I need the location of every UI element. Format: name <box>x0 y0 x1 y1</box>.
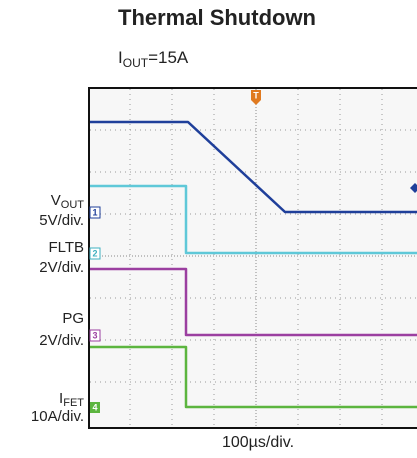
channel-4: 4 IFET 10A/div. <box>31 390 100 425</box>
channel-number: 1 <box>92 207 97 217</box>
name-sub: OUT <box>61 199 85 211</box>
channel-marker <box>89 206 101 219</box>
trigger-icon <box>251 90 261 105</box>
title: Thermal Shutdown <box>118 5 316 30</box>
condition: IOUT=15A <box>118 48 189 70</box>
channel-marker <box>89 247 101 260</box>
condition-main: I <box>118 48 123 67</box>
channel-marker <box>90 402 100 413</box>
name-sub: FET <box>63 397 84 409</box>
channel-scale: 10A/div. <box>31 408 84 425</box>
trace-fltb <box>90 184 417 255</box>
channel-scale: 2V/div. <box>39 332 84 349</box>
name-main: V <box>51 192 61 209</box>
name-main: FLTB <box>48 239 84 256</box>
channel-name: VOUT <box>51 192 85 211</box>
trigger-marker: T <box>251 90 261 105</box>
name-main: I <box>59 390 63 407</box>
channel-1: 1 VOUT 5V/div. <box>39 192 101 229</box>
channel-number: 3 <box>92 330 97 340</box>
scope-screen <box>88 87 417 429</box>
trigger-label: T <box>253 90 259 100</box>
timebase: 100µs/div. <box>222 434 294 451</box>
channel-2: 2 FLTB 2V/div. <box>39 239 101 276</box>
channel-name: PG <box>62 310 84 327</box>
channel-scale: 5V/div. <box>39 212 84 229</box>
channel-number: 4 <box>92 402 97 412</box>
ref-marker <box>410 183 417 193</box>
channel-name: IFET <box>59 390 84 409</box>
name-main: PG <box>62 310 84 327</box>
channel-marker <box>89 329 101 342</box>
condition-sub: OUT <box>123 56 149 70</box>
trace-pg <box>90 267 417 337</box>
channel-3: 3 PG 2V/div. <box>39 310 101 349</box>
trace-ifet <box>90 345 417 409</box>
trace-vout <box>90 120 417 214</box>
channel-scale: 2V/div. <box>39 259 84 276</box>
condition-rest: =15A <box>148 48 189 67</box>
grid <box>90 89 417 427</box>
channel-number: 2 <box>92 248 97 258</box>
channel-name: FLTB <box>48 239 84 256</box>
